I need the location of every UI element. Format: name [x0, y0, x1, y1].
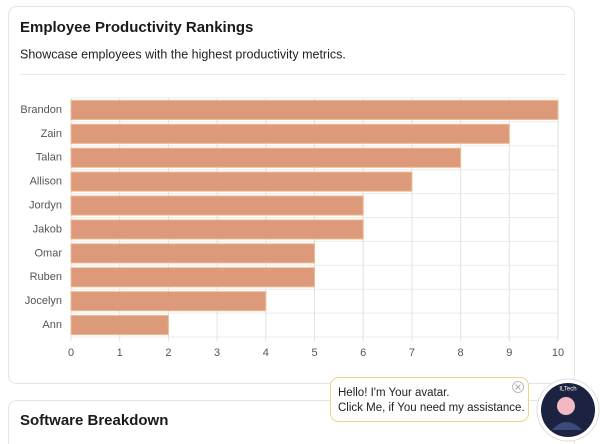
bar	[70, 314, 169, 336]
y-tick-label: Ann	[42, 319, 62, 331]
x-tick-label: 5	[311, 347, 317, 359]
y-tick-label: Jordyn	[29, 199, 62, 211]
close-icon	[515, 384, 521, 390]
chart-subtitle: Showcase employees with the highest prod…	[20, 47, 346, 61]
bar	[70, 219, 364, 240]
y-tick-label: Omar	[35, 247, 63, 259]
x-tick-label: 0	[68, 347, 74, 359]
x-tick-label: 2	[165, 347, 171, 359]
bar	[70, 243, 315, 264]
avatar-body	[552, 422, 582, 430]
bar	[70, 171, 413, 192]
bar	[70, 123, 510, 144]
x-tick-label: 8	[458, 347, 464, 359]
chat-line: Click Me, if You need my assistance.	[338, 402, 525, 414]
y-tick-label: Ruben	[30, 271, 62, 283]
chat-line: Hello! I'm Your avatar.	[338, 387, 450, 399]
x-tick-label: 4	[263, 347, 269, 359]
avatar-label: ILTech	[559, 387, 576, 393]
next-card-title: Software Breakdown	[20, 412, 168, 429]
y-tick-label: Zain	[41, 128, 62, 140]
bar	[70, 267, 315, 288]
x-tick-label: 3	[214, 347, 220, 359]
close-button[interactable]	[512, 381, 524, 393]
x-tick-label: 10	[552, 347, 564, 359]
avatar[interactable]: ILTech	[536, 378, 600, 442]
bar	[70, 291, 267, 312]
bar	[70, 99, 559, 121]
x-tick-label: 1	[117, 347, 123, 359]
y-tick-label: Allison	[30, 176, 62, 188]
avatar-face	[557, 397, 575, 415]
x-tick-label: 6	[360, 347, 366, 359]
x-tick-label: 9	[506, 347, 512, 359]
chart-title: Employee Productivity Rankings	[20, 19, 253, 36]
bar	[70, 147, 462, 168]
plot: 0 1 2 3 4 5 6 7 8 9 10 Brandon Zain Talan Allison Jordy…	[20, 97, 564, 359]
y-tick-label: Jocelyn	[25, 295, 62, 307]
x-tick-label: 7	[409, 347, 415, 359]
y-tick-label: Brandon	[20, 104, 62, 116]
bar	[70, 195, 364, 216]
y-tick-label: Jakob	[33, 223, 62, 235]
y-tick-label: Talan	[36, 152, 62, 164]
chat-bubble[interactable]	[330, 377, 529, 422]
